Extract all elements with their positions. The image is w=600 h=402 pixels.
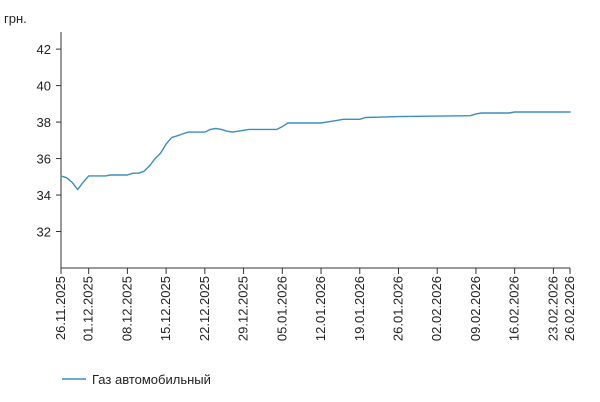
x-tick-label: 26.01.2026 <box>390 276 405 341</box>
legend: Газ автомобильный <box>62 372 211 387</box>
y-tick-label: 34 <box>37 188 51 203</box>
x-tick-label: 22.12.2025 <box>197 276 212 341</box>
y-axis: 32 34 36 38 40 42 <box>37 32 62 268</box>
x-tick-label: 08.12.2025 <box>119 276 134 341</box>
y-axis-unit-label: грн. <box>4 11 27 26</box>
y-tick-label: 36 <box>37 152 51 167</box>
series-line <box>60 111 571 191</box>
legend-label: Газ автомобильный <box>92 372 211 387</box>
x-axis: 26.11.2025 01.12.2025 08.12.2025 15.12.2025… <box>53 267 577 341</box>
x-tick-label: 26.02.2026 <box>562 276 577 341</box>
x-tick-label: 26.11.2025 <box>53 276 68 340</box>
x-tick-label: 09.02.2026 <box>468 276 483 341</box>
x-tick-label: 05.01.2026 <box>274 276 289 341</box>
y-tick-label: 40 <box>37 79 51 94</box>
x-tick-label: 15.12.2025 <box>158 276 173 341</box>
x-tick-label: 12.01.2026 <box>313 276 328 341</box>
y-tick-label: 32 <box>37 225 51 240</box>
y-tick-label: 38 <box>37 115 51 130</box>
x-tick-label: 02.02.2026 <box>429 276 444 341</box>
x-tick-label: 01.12.2025 <box>81 276 96 341</box>
y-tick-label: 42 <box>37 42 51 57</box>
x-tick-label: 19.01.2026 <box>352 276 367 341</box>
x-tick-label: 16.02.2026 <box>507 276 522 341</box>
x-tick-label: 23.02.2026 <box>545 276 560 341</box>
x-tick-label: 29.12.2025 <box>236 276 251 341</box>
plot-area <box>60 111 571 191</box>
